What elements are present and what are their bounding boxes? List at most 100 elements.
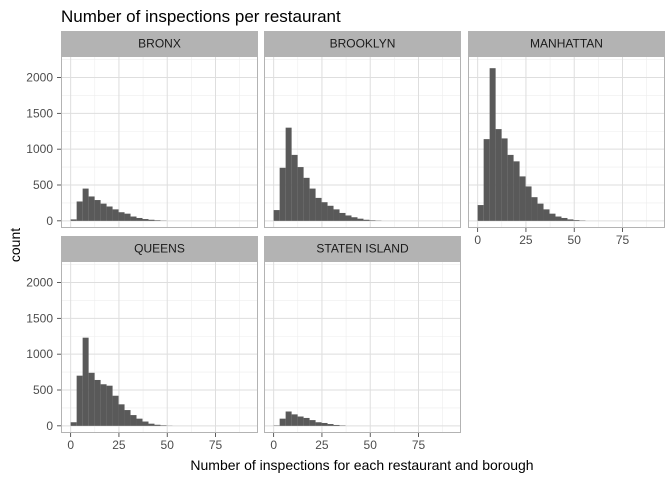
facet-strip: [264, 236, 461, 261]
histogram-bar: [148, 423, 155, 426]
histogram-bar: [351, 217, 358, 221]
histogram-bar: [148, 219, 155, 221]
histogram-bar: [106, 385, 113, 426]
histogram-bar: [154, 220, 161, 221]
histogram-bar: [357, 218, 364, 221]
histogram-bar: [327, 424, 334, 426]
histogram-bar: [82, 337, 89, 426]
histogram-bar: [303, 417, 310, 426]
facet-brooklyn: BROOKLYN: [264, 31, 461, 228]
histogram-bar: [531, 197, 538, 221]
histogram-bar: [94, 200, 101, 221]
y-tick-label: 0: [46, 419, 53, 433]
histogram-bar: [315, 197, 322, 221]
histogram-bar: [333, 424, 340, 426]
facet-strip-label: MANHATTAN: [530, 37, 603, 51]
histogram-bar: [501, 138, 508, 221]
x-axis-title: Number of inspections for each restauran…: [190, 457, 533, 473]
histogram-bar: [94, 379, 101, 426]
facet-strip: [61, 236, 258, 261]
histogram-bar: [309, 420, 316, 426]
y-tick-label: 2000: [26, 71, 53, 85]
histogram-bar: [555, 216, 562, 221]
histogram-bar: [70, 219, 77, 221]
y-tick-label: 1000: [26, 142, 53, 156]
facet-manhattan: MANHATTAN 0 25 50 75: [468, 31, 665, 247]
histogram-bar: [76, 201, 83, 221]
x-tick-label: 25: [315, 438, 329, 452]
y-axis-title: count: [7, 228, 23, 262]
histogram-bar: [483, 139, 490, 221]
x-tick-label: 50: [161, 438, 175, 452]
histogram-bar: [477, 205, 484, 221]
facet-strip-label: BRONX: [138, 37, 181, 51]
facet-strip: [264, 31, 461, 56]
histogram-bar: [309, 188, 316, 221]
histogram-bar: [297, 167, 304, 221]
histogram-bar: [537, 203, 544, 221]
histogram-bar: [345, 215, 352, 221]
x-tick-label: 50: [568, 233, 582, 247]
histogram-bar: [363, 219, 370, 221]
histogram-bar: [285, 127, 292, 221]
histogram-bar: [106, 206, 113, 221]
histogram-bar: [315, 422, 322, 426]
facet-queens: QUEENS 0 500 1000 1500 2000 0 25 50 75: [26, 236, 258, 452]
x-tick-label: 50: [364, 438, 378, 452]
x-tick-label: 75: [616, 233, 630, 247]
histogram-bar: [136, 217, 143, 221]
histogram-bar: [327, 205, 334, 221]
histogram-bar: [124, 410, 131, 426]
x-tick-label: 25: [112, 438, 126, 452]
panel-border: [61, 261, 258, 433]
y-tick-label: 1000: [26, 347, 53, 361]
panel-border: [61, 56, 258, 228]
y-tick-label: 500: [33, 178, 53, 192]
histogram-bar: [100, 203, 107, 221]
facet-strip-label: QUEENS: [134, 242, 185, 256]
panel-background: [264, 261, 461, 433]
histogram-bar: [561, 217, 568, 221]
facet-bronx: BRONX 0 500 1000 1500 2000: [26, 31, 258, 228]
histogram-bar: [543, 209, 550, 221]
panel-border: [264, 261, 461, 433]
histogram-bar: [525, 186, 532, 221]
chart-title: Number of inspections per restaurant: [61, 7, 341, 26]
histogram-bar: [112, 209, 119, 221]
y-tick-label: 1500: [26, 106, 53, 120]
histogram-bar: [321, 422, 328, 426]
histogram-bar: [76, 375, 83, 426]
x-tick-label: 0: [67, 438, 74, 452]
histogram-bar: [567, 219, 574, 221]
histogram-bar: [130, 216, 137, 221]
histogram-bar: [507, 154, 514, 221]
histogram-bar: [303, 177, 310, 221]
histogram-bar: [273, 210, 280, 221]
histogram-bar: [489, 68, 496, 221]
histogram-bar: [118, 212, 125, 221]
x-tick-label: 75: [209, 438, 223, 452]
x-tick-label: 25: [519, 233, 533, 247]
histogram-bar: [291, 154, 298, 221]
histogram-bar: [369, 220, 376, 221]
histogram-bar: [130, 415, 137, 426]
histogram-bar: [112, 395, 119, 426]
x-tick-label: 75: [412, 438, 426, 452]
histogram-bar: [333, 209, 340, 221]
histogram-bar: [519, 176, 526, 221]
y-tick-label: 500: [33, 383, 53, 397]
histogram-bar: [549, 213, 556, 221]
histogram-bar: [88, 372, 95, 426]
histogram-bar: [136, 418, 143, 426]
histogram-bar: [495, 129, 502, 221]
x-tick-label: 0: [474, 233, 481, 247]
facet-strip: [468, 31, 665, 56]
histogram-bar: [142, 421, 149, 426]
facet-strip-label: BROOKLYN: [330, 37, 396, 51]
histogram-bar: [321, 202, 328, 221]
histogram-bar: [100, 384, 107, 426]
histogram-bar: [142, 219, 149, 221]
histogram-bar: [160, 425, 167, 426]
